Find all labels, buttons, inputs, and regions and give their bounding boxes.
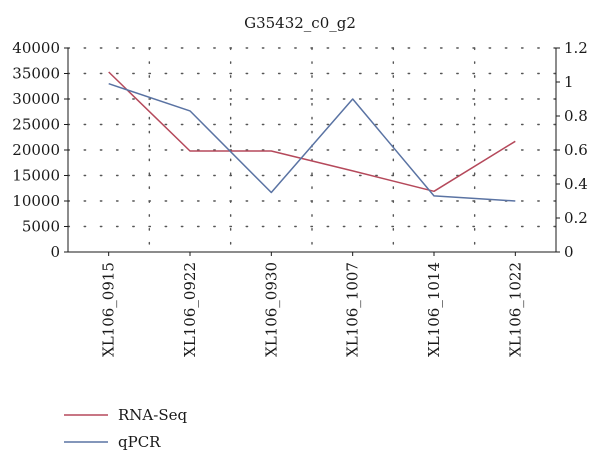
- left-tick-label: 25000: [12, 116, 60, 134]
- right-axis-ticks: 0 0.2 0.4 0.6 0.8 1 1.2: [556, 39, 588, 261]
- left-tick-label: 20000: [12, 141, 60, 159]
- right-tick-label: 1.2: [564, 39, 588, 57]
- left-tick-label: 5000: [22, 218, 60, 236]
- left-tick-label: 40000: [12, 39, 60, 57]
- left-tick-label: 30000: [12, 90, 60, 108]
- right-tick-label: 0.2: [564, 209, 588, 227]
- series-line-rna-seq: [108, 71, 516, 193]
- legend: RNA-Seq qPCR: [64, 406, 187, 451]
- chart-title: G35432_c0_g2: [244, 14, 356, 32]
- left-axis-ticks: 0 5000 10000 15000 20000 25000 30000 35000 40000: [12, 39, 68, 261]
- x-tick-label: XL106_1014: [425, 262, 443, 357]
- right-tick-label: 0.8: [564, 107, 588, 125]
- legend-label-rna-seq: RNA-Seq: [118, 406, 187, 424]
- series: [108, 71, 516, 202]
- x-axis-ticks: XL106_0915 XL106_0922 XL106_0930 XL106_1007…: [100, 252, 524, 357]
- left-tick-label: 0: [50, 243, 60, 261]
- right-tick-label: 1: [564, 73, 574, 91]
- x-tick-label: XL106_0922: [181, 262, 199, 357]
- left-tick-label: 15000: [12, 167, 60, 185]
- right-tick-label: 0.6: [564, 141, 588, 159]
- series-line-qpcr: [108, 82, 516, 202]
- left-tick-label: 35000: [12, 65, 60, 83]
- left-tick-label: 10000: [12, 192, 60, 210]
- x-tick-label: XL106_0930: [262, 262, 280, 357]
- x-tick-label: XL106_1022: [506, 262, 524, 357]
- gridlines: [67, 47, 557, 253]
- right-tick-label: 0.4: [564, 175, 588, 193]
- legend-label-qpcr: qPCR: [118, 433, 161, 451]
- x-tick-label: XL106_1007: [344, 262, 362, 357]
- right-tick-label: 0: [564, 243, 574, 261]
- x-tick-label: XL106_0915: [100, 262, 118, 357]
